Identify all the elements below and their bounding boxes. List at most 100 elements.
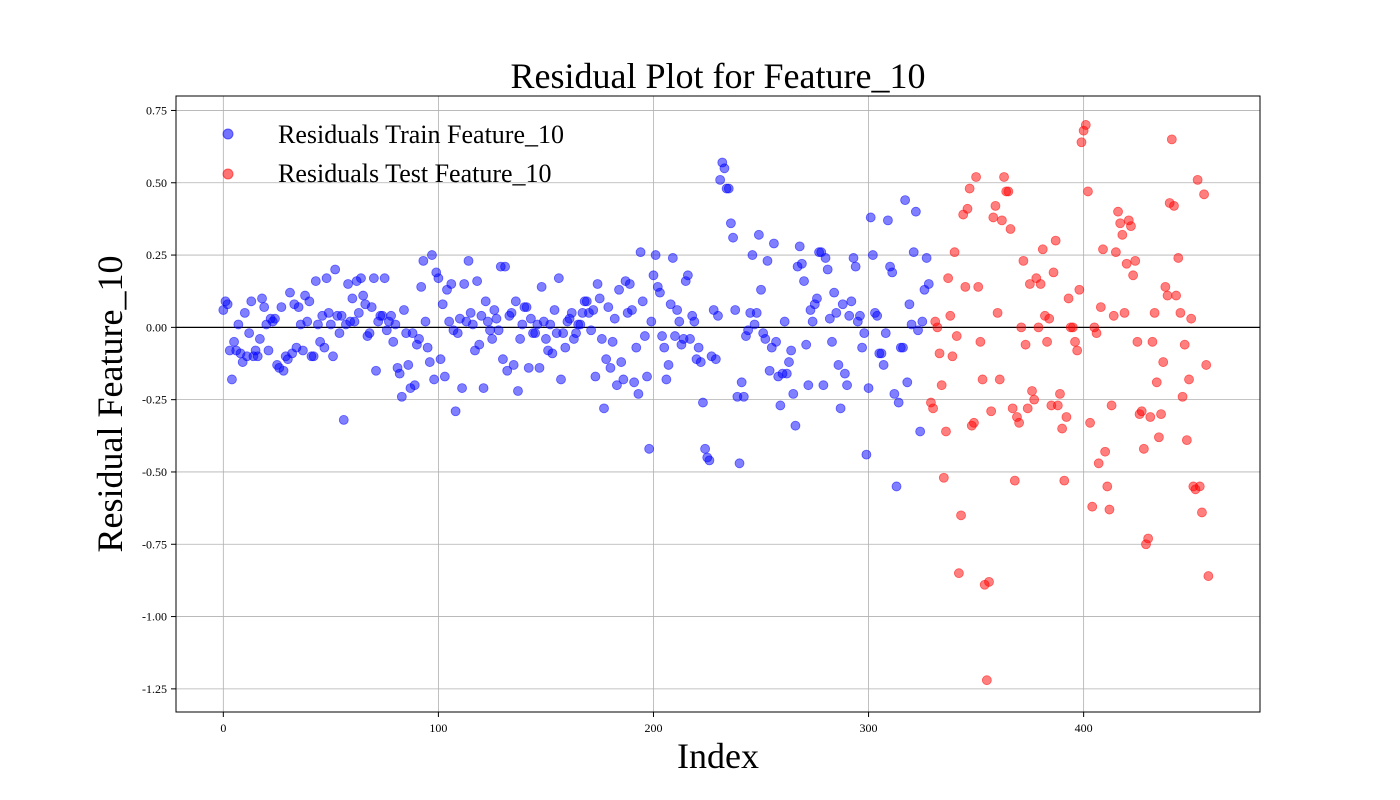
test-residual-point xyxy=(1024,279,1035,289)
train-residual-point xyxy=(227,374,237,385)
train-residual-point xyxy=(233,319,244,330)
train-residual-point xyxy=(764,365,775,376)
train-residual-point xyxy=(710,354,721,365)
y-tick-label: 0.50 xyxy=(146,176,167,190)
train-residual-point xyxy=(325,319,336,330)
train-residual-point xyxy=(667,253,678,263)
train-residual-point xyxy=(902,377,913,388)
train-residual-point xyxy=(728,232,738,243)
test-residual-point xyxy=(1018,255,1029,266)
train-residual-point xyxy=(831,307,842,318)
test-residual-point xyxy=(1083,186,1093,197)
y-axis-ticks: -1.25 -1.00 -0.75 -0.50 -0.25 0.00 0.25 0.50 0.7… xyxy=(142,103,176,696)
test-residual-point xyxy=(953,568,964,579)
test-residual-point xyxy=(990,200,1001,211)
train-residual-point xyxy=(695,357,706,367)
train-residual-point xyxy=(698,397,708,408)
test-residual-point xyxy=(947,351,958,362)
train-residual-point xyxy=(704,455,715,466)
train-residual-point xyxy=(560,342,571,353)
train-residual-point xyxy=(738,391,749,402)
train-residual-point xyxy=(713,310,723,321)
test-residual-point xyxy=(1179,339,1190,350)
train-residual-point xyxy=(921,253,932,263)
train-residual-point xyxy=(908,247,919,258)
train-residual-point xyxy=(308,351,319,362)
train-residual-point xyxy=(781,368,792,379)
legend: Residuals Train Feature_10 Residuals Tes… xyxy=(222,120,564,188)
test-residual-point xyxy=(1171,290,1182,301)
train-residual-point xyxy=(917,316,928,327)
train-residual-point xyxy=(429,374,440,385)
train-residual-point xyxy=(612,380,622,391)
train-residual-point xyxy=(736,377,747,388)
train-residual-point xyxy=(336,310,347,321)
test-residual-point xyxy=(1143,533,1154,544)
train-residual-point xyxy=(609,313,620,324)
test-residual-point xyxy=(1098,244,1108,255)
train-residual-point xyxy=(304,296,315,307)
test-residual-point xyxy=(1085,417,1095,428)
test-residual-point xyxy=(1050,235,1061,246)
train-residual-point xyxy=(278,365,289,376)
train-residual-point xyxy=(530,328,541,339)
test-residual-point xyxy=(1138,443,1149,454)
train-residual-point xyxy=(601,354,612,365)
train-residual-point xyxy=(672,305,683,315)
test-residual-point xyxy=(1136,406,1147,417)
train-residual-point xyxy=(246,296,257,307)
train-series xyxy=(218,157,934,492)
train-residual-point xyxy=(433,273,444,284)
train-residual-point xyxy=(803,380,814,391)
train-residual-point xyxy=(855,310,865,321)
train-residual-point xyxy=(534,362,545,373)
test-residual-point xyxy=(1117,229,1128,240)
train-residual-point xyxy=(775,400,786,411)
train-residual-point xyxy=(366,302,377,313)
test-residual-point xyxy=(1048,267,1059,278)
train-residual-point xyxy=(762,255,773,266)
train-residual-point xyxy=(618,374,629,385)
train-residual-point xyxy=(343,279,353,289)
train-residual-point xyxy=(450,406,461,417)
train-residual-point xyxy=(259,302,270,313)
train-residual-point xyxy=(594,293,605,304)
train-residual-point xyxy=(751,307,762,318)
train-residual-point xyxy=(310,276,321,286)
legend-marker-test xyxy=(222,168,234,180)
test-residual-point xyxy=(928,403,938,414)
train-residual-point xyxy=(822,264,833,275)
test-residual-point xyxy=(1070,336,1080,347)
test-residual-point xyxy=(973,281,984,292)
test-residual-point xyxy=(971,172,981,182)
train-residual-point xyxy=(756,284,766,295)
train-residual-point xyxy=(480,296,491,307)
train-residual-point xyxy=(347,293,358,304)
train-residual-point xyxy=(371,365,381,376)
y-tick-label: -0.25 xyxy=(142,393,167,407)
train-residual-point xyxy=(252,351,263,362)
train-residual-point xyxy=(796,258,807,269)
test-residual-point xyxy=(1055,388,1065,399)
train-residual-point xyxy=(358,290,369,301)
x-axis-ticks: 0 100 200 300 400 xyxy=(220,712,1093,735)
train-residual-point xyxy=(510,296,521,307)
train-residual-point xyxy=(437,299,448,310)
train-residual-point xyxy=(328,351,338,362)
test-residual-point xyxy=(1115,218,1126,229)
train-residual-point xyxy=(850,261,861,272)
train-residual-point xyxy=(670,331,680,341)
test-residual-point xyxy=(1102,481,1113,492)
train-residual-point xyxy=(747,250,758,260)
train-residual-point xyxy=(334,328,345,339)
train-residual-point xyxy=(229,336,239,347)
y-tick-label: -1.00 xyxy=(142,610,167,624)
train-residual-point xyxy=(515,334,526,344)
train-residual-point xyxy=(644,443,655,454)
train-residual-point xyxy=(457,383,467,393)
test-residual-point xyxy=(1029,394,1040,405)
train-residual-point xyxy=(467,319,478,330)
test-residual-point xyxy=(1063,293,1074,304)
train-residual-point xyxy=(403,360,414,370)
test-residual-point xyxy=(945,310,956,321)
